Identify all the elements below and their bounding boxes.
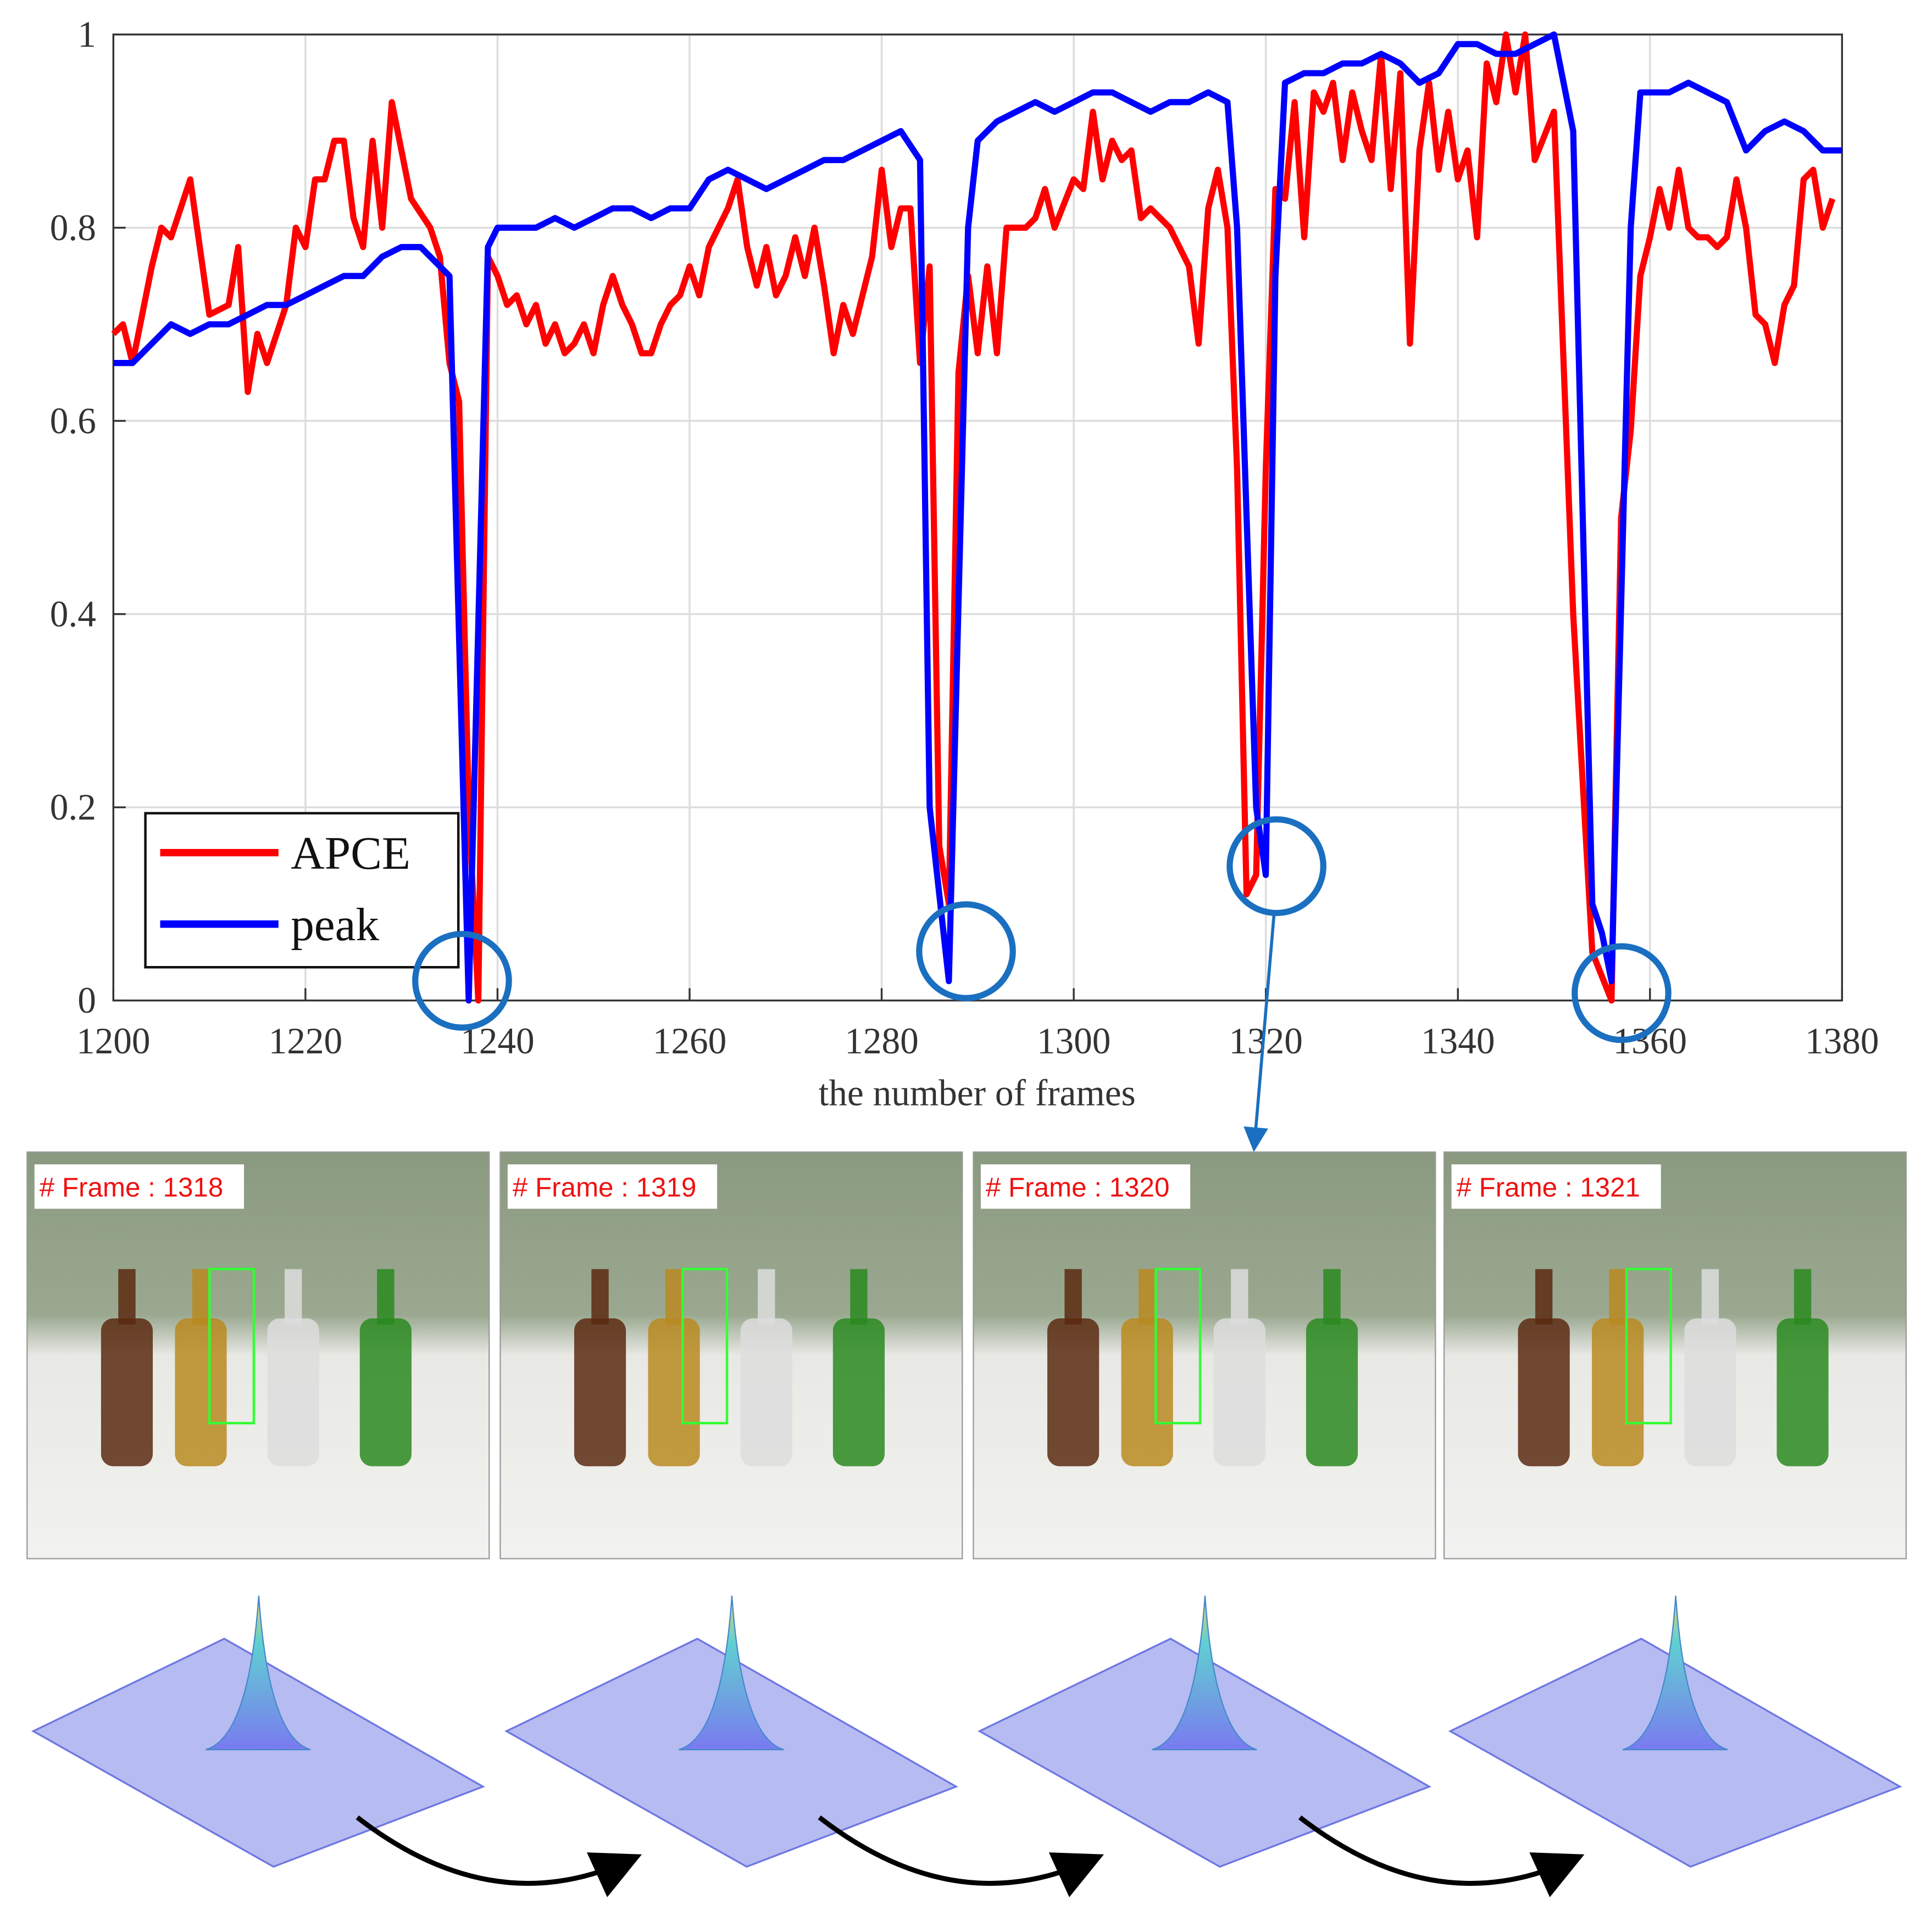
bottle: [101, 1318, 153, 1467]
frame-image: [499, 1151, 963, 1559]
response-surface: [978, 1637, 1432, 1868]
arrow: [818, 1815, 1104, 1897]
bottle-neck: [377, 1269, 395, 1325]
x-tick-label: 1300: [1037, 1020, 1111, 1062]
bottle-neck: [758, 1269, 775, 1325]
bottle: [175, 1318, 227, 1467]
bottle: [1592, 1318, 1644, 1467]
bottle-neck: [118, 1269, 136, 1325]
bottle-neck: [1138, 1269, 1156, 1325]
bottle: [1684, 1318, 1736, 1467]
highlight-circle: [1226, 816, 1326, 917]
bottle: [1306, 1318, 1358, 1467]
bottle: [832, 1318, 885, 1467]
data-line: [113, 31, 1842, 1004]
arrow: [356, 1815, 642, 1897]
bottle-neck: [1323, 1269, 1341, 1325]
bottle: [359, 1318, 412, 1467]
tracking-box: [1154, 1268, 1202, 1425]
bottle: [267, 1318, 319, 1467]
y-tick-label: 0.2: [50, 787, 96, 828]
bottle: [648, 1318, 700, 1467]
y-tick-label: 0.4: [50, 593, 96, 635]
frames: # Frame : 1318 # Frame : 1319 # Frame : 13…: [26, 1151, 1907, 1868]
y-tick-label: 0: [77, 980, 96, 1021]
frame-label-bg: [1451, 1164, 1661, 1209]
legend-box: [144, 812, 460, 969]
y-tick-label: 1: [77, 14, 96, 55]
y-tick-label: 0.6: [50, 400, 96, 441]
bottle: [1121, 1318, 1173, 1467]
x-tick-label: 1220: [269, 1020, 343, 1062]
bottle-neck: [1231, 1269, 1248, 1325]
bottle: [1518, 1318, 1570, 1467]
bottle-neck: [1794, 1269, 1812, 1325]
bottle-neck: [1535, 1269, 1553, 1325]
frame-label-bg: [34, 1164, 244, 1209]
bottle: [1047, 1318, 1100, 1467]
x-tick-label: 1380: [1805, 1020, 1879, 1062]
tracking-box: [1625, 1268, 1672, 1425]
arrow: [1298, 1815, 1585, 1897]
bottle-neck: [665, 1269, 683, 1325]
legend-label: peak: [291, 899, 379, 951]
frame-label: # Frame : 1319: [513, 1172, 697, 1202]
frame-image: [1443, 1151, 1907, 1559]
bottle: [1776, 1318, 1829, 1467]
bottle-neck: [591, 1269, 609, 1325]
x-axis-label: the number of frames: [819, 1072, 1136, 1113]
x-tick-label: 1340: [1421, 1020, 1495, 1062]
frame-image: [973, 1151, 1436, 1559]
bottle-neck: [850, 1269, 868, 1325]
x-tick-label: 1280: [845, 1020, 919, 1062]
data-line: [111, 31, 1836, 1004]
bottle: [574, 1318, 626, 1467]
bottle-neck: [1701, 1269, 1719, 1325]
response-surface: [504, 1637, 958, 1868]
response-peak: [679, 1595, 784, 1751]
frame-label: # Frame : 1320: [986, 1172, 1170, 1202]
frame-label: # Frame : 1321: [1456, 1172, 1640, 1202]
legend-label: APCE: [291, 828, 410, 879]
tracking-box: [681, 1268, 729, 1425]
response-peak: [1622, 1595, 1728, 1751]
bottle-neck: [284, 1269, 302, 1325]
response-surface: [31, 1637, 485, 1868]
frame-label: # Frame : 1318: [40, 1172, 224, 1202]
plot-frame: [112, 34, 1843, 1002]
highlight-circle: [1572, 943, 1672, 1043]
callout-arrow: [1243, 914, 1276, 1152]
tracking-box: [208, 1268, 256, 1425]
bottle: [740, 1318, 792, 1467]
frame-label-bg: [980, 1164, 1191, 1209]
highlight-circle: [916, 901, 1016, 1001]
response-surface: [1448, 1637, 1902, 1868]
bottle-neck: [1064, 1269, 1082, 1325]
highlight-circle: [412, 931, 512, 1031]
bottle: [1213, 1318, 1265, 1467]
bottle-neck: [192, 1269, 210, 1325]
response-peak: [206, 1595, 311, 1751]
y-tick-label: 0.8: [50, 207, 96, 248]
frame-image: [26, 1151, 490, 1559]
bottle-neck: [1609, 1269, 1626, 1325]
x-tick-label: 1200: [76, 1020, 151, 1062]
x-tick-label: 1260: [653, 1020, 727, 1062]
response-peak: [1152, 1595, 1257, 1751]
frame-label-bg: [507, 1164, 718, 1209]
